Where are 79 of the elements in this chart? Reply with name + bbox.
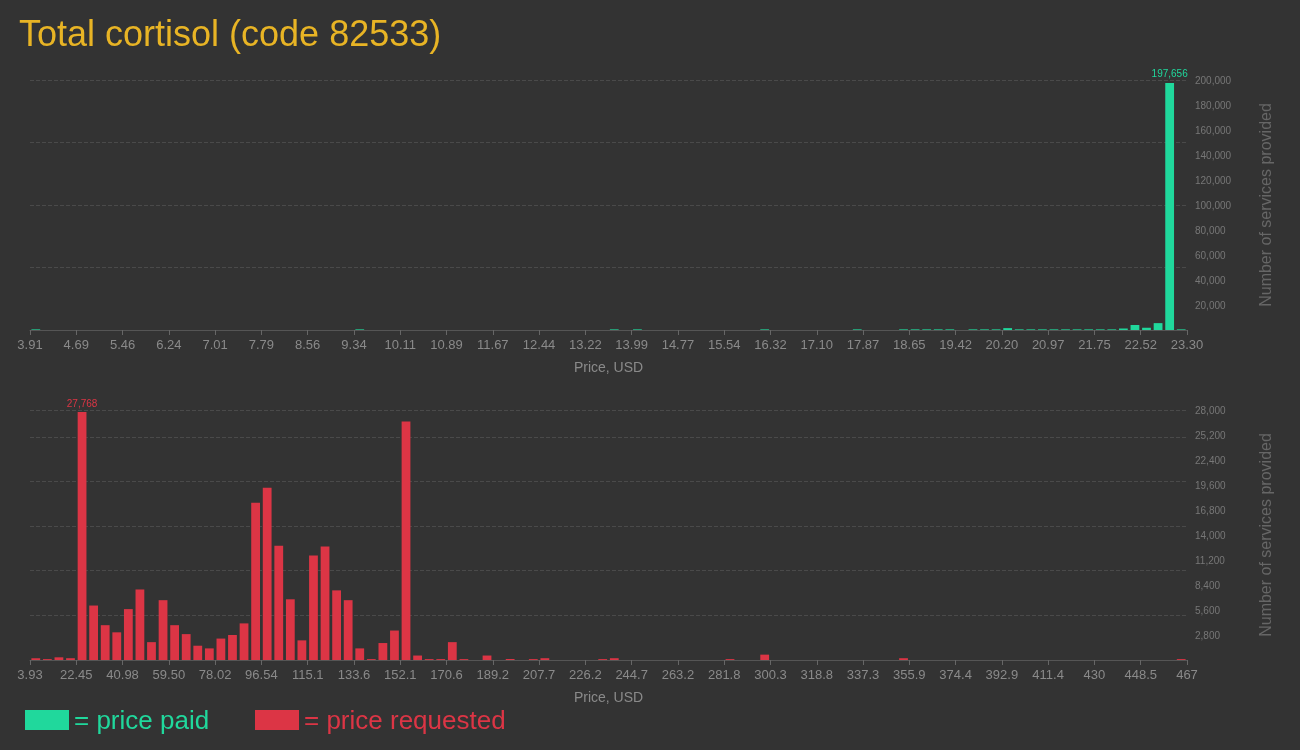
x-tick-label: 7.01 <box>202 337 228 352</box>
x-tick-label: 3.93 <box>17 667 43 682</box>
x-tick-label: 96.54 <box>245 667 278 682</box>
chart-title: Total cortisol (code 82533) <box>19 12 442 54</box>
x-tick-label: 411.4 <box>1032 667 1064 682</box>
y-tick-label: 19,600 <box>1195 479 1227 491</box>
x-tick-label: 40.98 <box>106 667 139 682</box>
x-axis-title: Price, USD <box>573 689 644 705</box>
x-tick-label: 318.8 <box>800 667 834 682</box>
x-tick-label: 337.3 <box>846 667 880 682</box>
x-tick-label: 18.65 <box>893 337 926 352</box>
x-tick-label: 355.9 <box>893 667 926 682</box>
legend-label: = price requested <box>304 705 506 735</box>
data-label: 27,768 <box>66 397 98 409</box>
y-tick-label: 140,000 <box>1195 149 1232 161</box>
y-tick-label: 11,200 <box>1195 554 1226 566</box>
x-axis-title: Price, USD <box>573 359 644 375</box>
x-tick-label: 20.20 <box>985 337 1019 352</box>
x-tick-label: 15.54 <box>707 337 741 352</box>
x-tick-label: 20.97 <box>1031 337 1065 352</box>
x-tick-label: 6.24 <box>156 337 182 352</box>
x-tick-label: 430 <box>1083 667 1106 682</box>
x-tick-label: 59.50 <box>152 667 186 682</box>
y-tick-label: 100,000 <box>1195 199 1232 211</box>
x-tick-label: 22.45 <box>60 667 93 682</box>
data-label: 197,656 <box>1151 68 1189 80</box>
x-tick-label: 207.7 <box>522 667 556 682</box>
x-tick-label: 4.69 <box>63 337 89 352</box>
x-tick-label: 13.99 <box>615 337 648 352</box>
y-tick-label: 120,000 <box>1195 174 1232 186</box>
x-tick-label: 244.7 <box>615 667 648 682</box>
x-tick-label: 115.1 <box>291 667 324 682</box>
y-tick-label: 200,000 <box>1195 74 1232 86</box>
y-tick-label: 2,800 <box>1195 629 1221 641</box>
y-tick-label: 14,000 <box>1195 529 1227 541</box>
y-tick-label: 60,000 <box>1195 249 1227 261</box>
x-tick-label: 78.02 <box>198 667 232 682</box>
x-tick-label: 226.2 <box>569 667 602 682</box>
x-tick-label: 5.46 <box>109 337 136 352</box>
y-tick-label: 16,800 <box>1195 504 1227 516</box>
x-tick-label: 8.56 <box>295 337 321 352</box>
x-tick-label: 281.8 <box>707 667 741 682</box>
x-tick-label: 21.75 <box>1078 337 1111 352</box>
y-tick-label: 5,600 <box>1195 604 1221 616</box>
x-tick-label: 263.2 <box>661 667 695 682</box>
x-tick-label: 14.77 <box>661 337 695 352</box>
x-tick-label: 170.6 <box>430 667 463 682</box>
x-tick-label: 467 <box>1176 667 1198 682</box>
legend-label: = price paid <box>74 705 210 735</box>
y-tick-label: 28,000 <box>1195 404 1227 416</box>
y-tick-label: 40,000 <box>1195 274 1227 286</box>
x-tick-label: 9.34 <box>341 337 367 352</box>
x-tick-label: 10.11 <box>384 337 417 352</box>
x-tick-label: 374.4 <box>939 667 972 682</box>
x-tick-label: 12.44 <box>522 337 556 352</box>
x-tick-label: 392.9 <box>985 667 1019 682</box>
x-tick-label: 23.30 <box>1170 337 1204 352</box>
y-tick-label: 160,000 <box>1195 124 1232 136</box>
x-tick-label: 17.10 <box>800 337 834 352</box>
x-tick-label: 300.3 <box>754 667 787 682</box>
x-tick-label: 3.91 <box>17 337 43 352</box>
x-tick-label: 11.67 <box>477 337 509 352</box>
y-tick-label: 8,400 <box>1195 579 1221 591</box>
x-tick-label: 16.32 <box>754 337 787 352</box>
x-tick-label: 10.89 <box>430 337 463 352</box>
y-tick-label: 80,000 <box>1195 224 1227 236</box>
y-tick-label: 22,400 <box>1195 454 1227 466</box>
x-tick-label: 19.42 <box>939 337 972 352</box>
x-tick-label: 448.5 <box>1124 667 1157 682</box>
x-tick-label: 7.79 <box>248 337 275 352</box>
x-tick-label: 17.87 <box>846 337 880 352</box>
x-tick-label: 133.6 <box>337 667 371 682</box>
x-tick-label: 13.22 <box>569 337 602 352</box>
x-tick-label: 189.2 <box>476 667 510 682</box>
y-tick-label: 20,000 <box>1195 299 1227 311</box>
y-tick-label: 180,000 <box>1195 99 1232 111</box>
x-tick-label: 22.52 <box>1124 337 1157 352</box>
y-tick-label: 25,200 <box>1195 429 1227 441</box>
x-tick-label: 152.1 <box>383 667 417 682</box>
